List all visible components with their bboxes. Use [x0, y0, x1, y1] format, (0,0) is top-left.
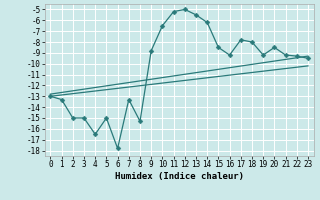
X-axis label: Humidex (Indice chaleur): Humidex (Indice chaleur)	[115, 172, 244, 181]
